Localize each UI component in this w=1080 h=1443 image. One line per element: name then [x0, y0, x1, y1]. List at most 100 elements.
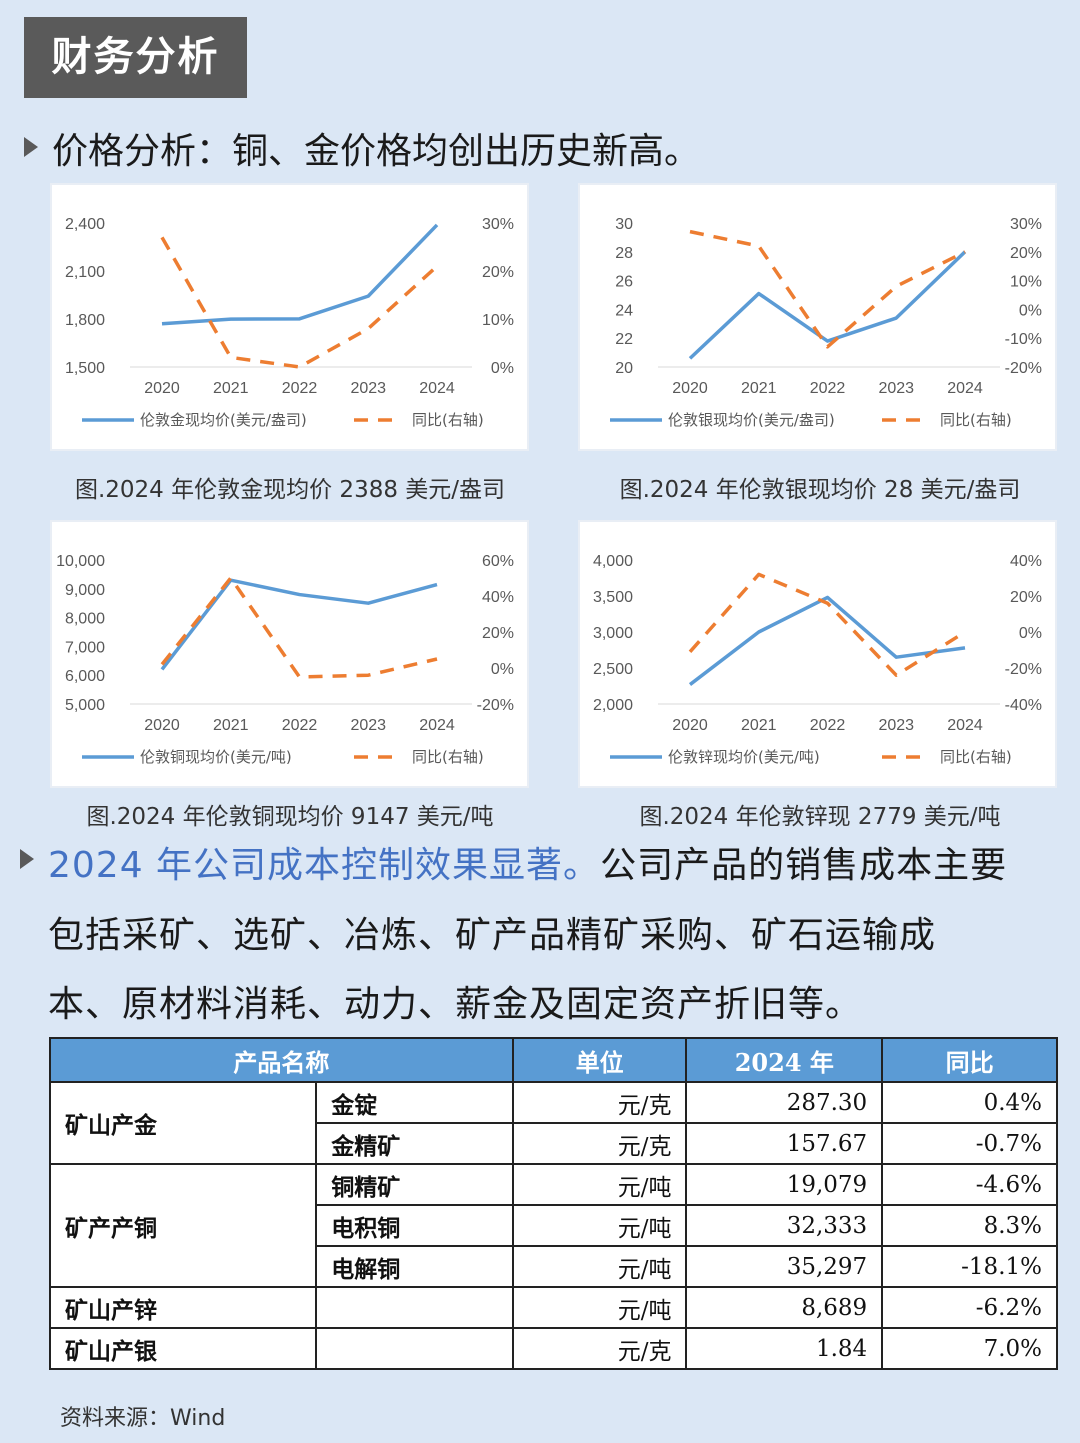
left-tick-label: 4,000 [593, 553, 633, 570]
silver-chart: 20 22 24 26 28 30 -20% -10% 0% 10% 20% 30% 2020 2021 2… [580, 185, 1055, 449]
price-analysis-heading: 价格分析：铜、金价格均创出历史新高。 [52, 131, 701, 172]
x-tick-label: 2020 [144, 380, 180, 397]
group-name: 矿山产锌 [48, 1286, 318, 1329]
legend-yoy-label: 同比(右轴) [412, 748, 484, 766]
value-cell: 1.84 [685, 1327, 884, 1370]
right-tick-label: 20% [482, 264, 514, 281]
left-tick-label: 6,000 [65, 668, 105, 685]
left-tick-label: 28 [615, 245, 633, 262]
right-tick-label: 0% [1019, 302, 1042, 319]
left-tick-label: 2,400 [65, 216, 105, 233]
table-row: 矿山产金 金锭 元/克 287.30 0.4% [48, 1081, 1058, 1165]
header-product: 产品名称 [49, 1037, 514, 1083]
sub-product [315, 1286, 514, 1329]
table-header-row: 产品名称 单位 2024 年 同比 [49, 1037, 1058, 1083]
table-row: 电解铜 元/吨 35,297 -18.1% [50, 1245, 1058, 1288]
value-cell: 287.30 [685, 1081, 884, 1124]
legend-price-label: 伦敦银现均价(美元/盎司) [668, 411, 835, 429]
left-tick-label: 1,800 [65, 312, 105, 329]
yoy-cell: -18.1% [881, 1245, 1058, 1288]
left-tick-label: 7,000 [65, 639, 105, 656]
unit-cell: 元/吨 [511, 1204, 688, 1247]
left-tick-label: 3,500 [593, 589, 633, 606]
left-tick-label: 1,500 [65, 360, 105, 377]
legend-price-label: 伦敦锌现均价(美元/吨) [668, 748, 820, 766]
x-tick-label: 2020 [672, 717, 708, 734]
right-tick-label: 0% [491, 360, 514, 377]
table-row: 矿山产银 元/克 1.84 7.0% [48, 1327, 1058, 1370]
legend-yoy-label: 同比(右轴) [940, 748, 1012, 766]
legend-price-label: 伦敦金现均价(美元/盎司) [140, 411, 307, 429]
right-tick-label: 60% [482, 553, 514, 570]
left-tick-label: 10,000 [56, 553, 105, 570]
yoy-series-line [688, 572, 966, 677]
right-tick-label: 30% [1010, 216, 1042, 233]
data-source: 资料来源：Wind [60, 1406, 226, 1431]
table-row: 矿山产锌 元/吨 8,689 -6.2% [48, 1286, 1058, 1329]
right-tick-label: 30% [482, 216, 514, 233]
left-tick-label: 26 [615, 274, 633, 291]
left-tick-label: 2,100 [65, 264, 105, 281]
unit-cell: 元/克 [511, 1122, 688, 1165]
table-row: 矿产产铜 铜精矿 元/吨 19,079 -4.6% [48, 1163, 1058, 1288]
yoy-series-line [160, 576, 438, 679]
unit-cell: 元/吨 [511, 1163, 688, 1206]
x-tick-label: 2021 [213, 380, 249, 397]
x-tick-label: 2024 [947, 380, 983, 397]
right-tick-label: -10% [1005, 331, 1042, 348]
group-name: 矿产产铜 [48, 1163, 318, 1288]
sub-product [315, 1327, 514, 1370]
sub-product: 金锭 [315, 1081, 514, 1124]
yoy-cell: -0.7% [881, 1122, 1058, 1165]
left-tick-label: 24 [615, 302, 633, 319]
silver-chart-caption: 图.2024 年伦敦银现均价 28 美元/盎司 [619, 477, 1021, 503]
legend-yoy-label: 同比(右轴) [412, 411, 484, 429]
yoy-cell: -4.6% [881, 1163, 1058, 1206]
header-yoy: 同比 [881, 1037, 1058, 1083]
right-tick-label: -20% [1005, 661, 1042, 678]
sub-product: 金精矿 [315, 1122, 514, 1165]
yoy-cell: 0.4% [881, 1081, 1058, 1124]
value-cell: 8,689 [685, 1286, 884, 1329]
right-tick-label: -20% [477, 697, 514, 714]
yoy-cell: 8.3% [881, 1204, 1058, 1247]
copper-chart: 5,000 6,000 7,000 8,000 9,000 10,000 -20% 0% 20%… [52, 522, 527, 786]
cost-paragraph-text: 公司产品的销售成本主要 [600, 845, 1008, 886]
value-cell: 35,297 [685, 1245, 884, 1288]
x-tick-label: 2023 [878, 380, 914, 397]
header-year: 2024 年 [685, 1037, 884, 1083]
right-tick-label: 20% [1010, 245, 1042, 262]
x-tick-label: 2022 [810, 717, 846, 734]
yoy-cell: -6.2% [881, 1286, 1058, 1329]
legend-yoy-label: 同比(右轴) [940, 411, 1012, 429]
x-tick-label: 2023 [350, 717, 386, 734]
copper-chart-caption: 图.2024 年伦敦铜现均价 9147 美元/吨 [86, 804, 494, 830]
bullet-triangle-icon [20, 849, 34, 869]
table-row: 电积铜 元/吨 32,333 8.3% [50, 1204, 1058, 1247]
yoy-series-line [160, 236, 439, 369]
left-tick-label: 9,000 [65, 582, 105, 599]
left-tick-label: 2,500 [593, 661, 633, 678]
right-tick-label: 10% [482, 312, 514, 329]
right-tick-label: 10% [1010, 274, 1042, 291]
value-cell: 32,333 [685, 1204, 884, 1247]
cost-paragraph-line1: 2024 年公司成本控制效果显著。公司产品的销售成本主要 [48, 836, 1007, 888]
left-tick-label: 2,000 [593, 697, 633, 714]
left-tick-label: 3,000 [593, 625, 633, 642]
x-tick-label: 2024 [947, 717, 983, 734]
x-tick-label: 2021 [213, 717, 249, 734]
x-tick-label: 2022 [282, 717, 318, 734]
unit-cell: 元/吨 [511, 1286, 688, 1329]
x-tick-label: 2021 [741, 380, 777, 397]
right-tick-label: 20% [482, 625, 514, 642]
right-tick-label: -20% [1005, 360, 1042, 377]
price-series-line [688, 595, 966, 686]
value-cell: 157.67 [685, 1122, 884, 1165]
right-tick-label: 20% [1010, 589, 1042, 606]
x-tick-label: 2020 [144, 717, 180, 734]
left-tick-label: 20 [615, 360, 633, 377]
right-tick-label: 40% [482, 589, 514, 606]
unit-cell: 元/克 [511, 1081, 688, 1124]
unit-cell: 元/克 [511, 1327, 688, 1370]
group-name: 矿山产金 [48, 1081, 318, 1165]
